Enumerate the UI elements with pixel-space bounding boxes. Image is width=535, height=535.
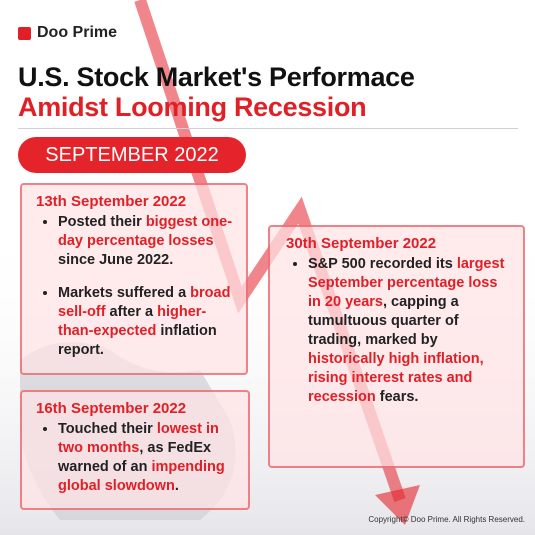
- event-card: 13th September 2022 Posted their biggest …: [20, 183, 248, 375]
- bullet-text: after a: [105, 304, 158, 320]
- highlight-text: broad sell-off: [58, 285, 231, 320]
- bullet-list: S&P 500 recorded its largest September p…: [286, 255, 513, 407]
- arrow-head: [375, 485, 420, 525]
- month-badge: SEPTEMBER 2022: [18, 137, 246, 173]
- highlight-text: lowest in two months: [58, 421, 219, 456]
- bullet-list: Touched their lowest in two months, as F…: [36, 420, 238, 496]
- event-card: 16th September 2022 Touched their lowest …: [20, 390, 250, 510]
- highlight-text: biggest one-day percentage losses: [58, 214, 233, 249]
- bullet-text: , capping a tumultuous quarter of tradin…: [308, 294, 459, 348]
- highlight-text: largest September percentage loss in 20 …: [308, 256, 505, 310]
- bullet-text: fears.: [375, 389, 419, 405]
- bullet-text: S&P 500 recorded its: [308, 256, 457, 272]
- title-line1: U.S. Stock Market's Performace: [18, 62, 415, 92]
- bullet-text: inflation report.: [58, 323, 217, 358]
- divider: [18, 128, 518, 129]
- bullet-text: Touched their: [58, 421, 157, 437]
- bullet-text: .: [174, 478, 179, 494]
- bullet: Markets suffered a broad sell-off after …: [58, 284, 236, 360]
- brand-logo: Doo Prime: [18, 24, 117, 42]
- bullet: S&P 500 recorded its largest September p…: [308, 255, 513, 407]
- logo-mark: [18, 26, 31, 40]
- highlight-text: impending global slowdown: [58, 459, 225, 494]
- bullet-text: Posted their: [58, 214, 146, 230]
- brand-name: Doo Prime: [37, 24, 118, 41]
- event-card: 30th September 2022 S&P 500 recorded its …: [268, 225, 525, 468]
- bullet: Touched their lowest in two months, as F…: [58, 420, 238, 496]
- card-date: 13th September 2022: [36, 193, 187, 210]
- bullet: Posted their biggest one-day percentage …: [58, 213, 236, 270]
- bullet-text: since June 2022.: [58, 252, 174, 268]
- card-date: 16th September 2022: [36, 400, 187, 417]
- highlight-text: higher-than-expected: [58, 304, 207, 339]
- highlight-text: historically high inflation, rising inte…: [308, 351, 484, 405]
- bullet-text: , as FedEx warned of an: [58, 440, 212, 475]
- bullet-list: Posted their biggest one-day percentage …: [36, 213, 236, 360]
- card-date: 30th September 2022: [286, 235, 437, 252]
- copyright: Copyright© Doo Prime. All Rights Reserve…: [368, 515, 525, 524]
- title-line2: Amidst Looming Recession: [18, 92, 367, 122]
- bullet-text: Markets suffered a: [58, 285, 191, 301]
